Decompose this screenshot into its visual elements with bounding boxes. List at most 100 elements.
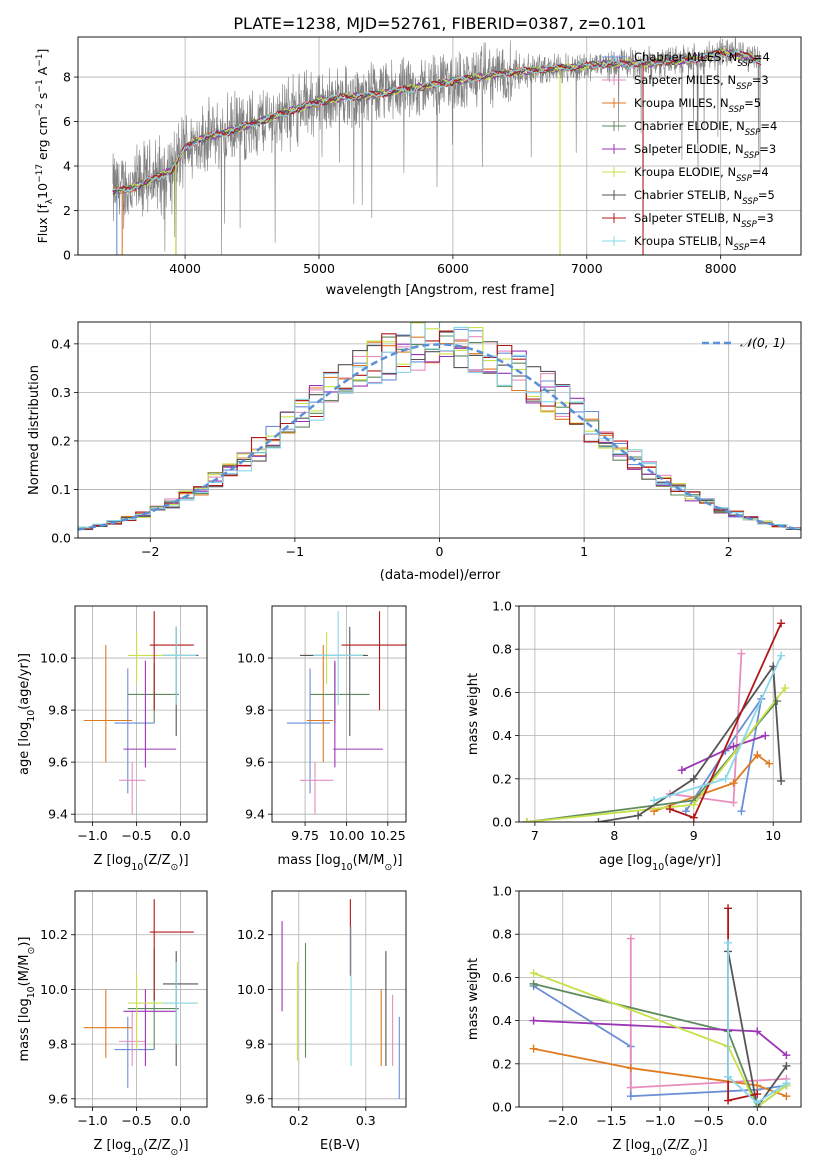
y-tick-label: 1.0: [492, 884, 512, 899]
label-part: Normed distribution: [27, 365, 42, 495]
grid: [75, 606, 207, 822]
label-part: (M/M: [17, 955, 32, 987]
legend-text: Salpeter STELIB, N: [634, 211, 741, 225]
mass-ebv-panel: 0.2 0.3 9.6 9.8 10.0 10.2 E(B-V): [237, 890, 407, 1153]
label-part: E(B-V): [320, 1138, 360, 1153]
weight-marker: [626, 1083, 635, 1092]
label-part: (data-model)/error: [380, 568, 501, 583]
label-part: 10: [131, 862, 143, 873]
x-tick-label: −2: [141, 544, 159, 559]
y-tick-label: 9.4: [48, 807, 68, 822]
axes-frame: [77, 321, 802, 539]
legend-sub: SSP: [744, 151, 760, 161]
legend-entry: 𝒩(0, 1): [740, 335, 786, 350]
weight-marker: [729, 779, 738, 788]
label-part: (Z/Z: [143, 853, 170, 868]
y-tick-label: 0.0: [492, 815, 512, 830]
axes-frame: [271, 605, 407, 823]
figure-title: PLATE=1238, MJD=52761, FIBERID=0387, z=0…: [233, 14, 646, 33]
label-part: (Z/Z: [143, 1138, 170, 1153]
label-part: ⊙: [171, 862, 179, 873]
legend-sub: SSP: [737, 59, 753, 69]
label-part: −1: [35, 54, 45, 67]
label-part: )]: [697, 1138, 707, 1153]
y-tick-label: 10.2: [40, 927, 68, 942]
weight-z-panel: −2.0 −1.5 −1.0 −0.5 0.0 0.0 0.2 0.4 0.6 0.8 1.0 mas…: [466, 884, 802, 1158]
label-part: Z [log: [93, 853, 131, 868]
y-tick-label: 9.6: [48, 1091, 68, 1106]
weight-marker: [753, 1090, 762, 1099]
label-part: )]: [178, 1138, 188, 1153]
weight-marker: [724, 1096, 733, 1105]
legend-tail: =4: [749, 234, 766, 248]
y-tick-label: 10.0: [237, 651, 265, 666]
x-tick-label: 0: [436, 544, 444, 559]
label-part: )]: [17, 937, 32, 947]
legend-text: Kroupa MILES, N: [634, 96, 729, 110]
y-tick-label: 0: [63, 248, 71, 263]
legend-sub: SSP: [729, 105, 745, 115]
legend-text: Chabrier STELIB, N: [634, 188, 742, 202]
weight-marker: [753, 1027, 762, 1036]
label-part: 10: [341, 862, 353, 873]
weight-marker: [724, 938, 733, 947]
legend-tail: =4: [760, 119, 777, 133]
x-tick-label: 7: [531, 828, 539, 843]
legend-entry: Salpeter STELIB, NSSP=3: [634, 211, 774, 230]
weight-marker: [689, 774, 698, 783]
x-tick-label: 5000: [303, 261, 335, 276]
plot-area: [522, 619, 790, 822]
label-part: A: [35, 66, 50, 79]
weight-marker: [737, 649, 746, 658]
label-part: s: [35, 93, 50, 104]
legend-text: Kroupa ELODIE, N: [634, 165, 736, 179]
label-part: mass [log: [278, 853, 341, 868]
x-tick-label: 9: [690, 828, 698, 843]
grid: [272, 891, 406, 1107]
legend-sub: SSP: [741, 220, 757, 230]
legend-sub: SSP: [736, 174, 752, 184]
y-tick-label: 0.6: [492, 970, 512, 985]
weight-marker: [753, 751, 762, 760]
legend-tail: =5: [744, 96, 761, 110]
observed-spectrum: [112, 37, 761, 255]
weight-line: [533, 1047, 787, 1098]
y-tick-label: 0.6: [492, 685, 512, 700]
y-tick-label: 0.4: [492, 1013, 512, 1028]
legend-entry: Salpeter MILES, NSSP=3: [634, 73, 769, 92]
label-part: ⊙: [26, 947, 37, 955]
x-axis-label: age [log10(age/yr)]: [599, 853, 721, 873]
label-part: )]: [392, 853, 402, 868]
model-line: [112, 49, 761, 193]
axes-frame: [77, 36, 802, 256]
x-tick-label: 0.2: [289, 1113, 309, 1128]
model-line: [112, 49, 762, 192]
weight-marker: [721, 774, 730, 783]
y-tick-label: 0.0: [51, 531, 71, 546]
weight-line: [685, 698, 763, 812]
plot-area: [286, 611, 406, 815]
y-tick-label: 2: [63, 203, 71, 218]
legend-sub: SSP: [745, 128, 761, 138]
weight-marker: [626, 1064, 635, 1073]
axes-frame: [518, 890, 802, 1108]
label-part: wavelength [Angstrom, rest frame]: [326, 283, 555, 298]
y-tick-label: 0.1: [51, 482, 71, 497]
legend-entry: Kroupa STELIB, NSSP=4: [634, 234, 766, 253]
x-tick-label: −1.0: [645, 1113, 675, 1128]
weight-marker: [724, 1072, 733, 1081]
grid: [272, 606, 406, 822]
y-tick-label: 10.2: [237, 927, 265, 942]
x-tick-label: 6000: [437, 261, 469, 276]
label-part: −1: [35, 79, 45, 92]
label-part: age [log: [17, 722, 32, 775]
weight-marker: [761, 731, 770, 740]
label-part: Z [log: [612, 1138, 650, 1153]
x-tick-label: −0.5: [121, 1113, 151, 1128]
legend-tail: =4: [753, 50, 770, 64]
y-tick-label: 0.8: [492, 927, 512, 942]
legend-sub: SSP: [736, 82, 752, 92]
y-tick-label: 9.8: [245, 1037, 265, 1052]
